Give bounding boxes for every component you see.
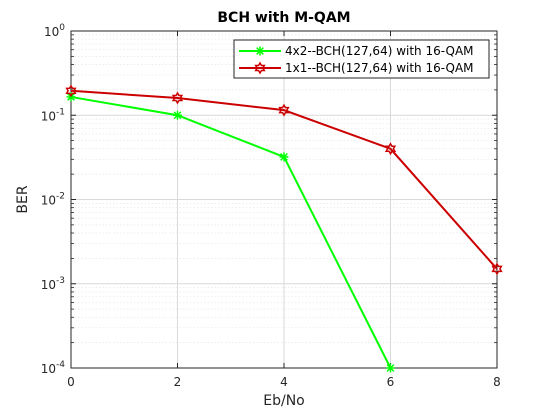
y-tick-base: 10 — [41, 194, 56, 208]
y-tick-base: 10 — [41, 278, 56, 292]
y-tick-label: 10-3 — [41, 276, 65, 292]
legend: 4x2--BCH(127,64) with 16-QAM 1x1--BCH(127… — [233, 39, 490, 79]
y-tick-label: 10-1 — [41, 107, 65, 123]
data-point — [386, 363, 395, 373]
x-tick-label: 2 — [174, 375, 182, 389]
data-point — [65, 84, 77, 98]
grid — [71, 31, 497, 368]
x-tick-label: 8 — [493, 375, 501, 389]
legend-marker — [255, 46, 265, 56]
data-point — [384, 142, 397, 156]
series — [65, 84, 503, 373]
y-tick-exponent: -2 — [56, 192, 65, 202]
y-tick-label: 10-4 — [41, 360, 66, 376]
series-line — [70, 89, 498, 270]
x-tick-label: 4 — [280, 375, 288, 389]
y-tick-label: 10-2 — [41, 192, 65, 208]
y-tick-exponent: -3 — [56, 276, 65, 286]
legend-item: 1x1--BCH(127,64) with 16-QAM — [239, 61, 474, 75]
series-line — [70, 95, 392, 369]
data-point — [279, 152, 289, 162]
x-tick-label: 0 — [67, 375, 75, 389]
y-tick-exponent: -4 — [56, 360, 65, 370]
series-1 — [66, 92, 395, 373]
data-point — [171, 91, 184, 105]
y-axis-label: BER — [15, 185, 31, 213]
legend-label: 1x1--BCH(127,64) with 16-QAM — [285, 61, 474, 75]
y-tick-label: 100 — [44, 23, 65, 39]
y-tick-base: 10 — [44, 25, 59, 39]
legend-item: 4x2--BCH(127,64) with 16-QAM — [239, 44, 474, 58]
y-tick-base: 10 — [41, 362, 56, 376]
data-point — [491, 262, 503, 276]
y-tick-exponent: 0 — [59, 23, 65, 33]
data-point — [173, 110, 182, 120]
legend-marker — [254, 61, 266, 75]
y-tick-base: 10 — [41, 109, 56, 123]
y-tick-exponent: -1 — [56, 107, 65, 117]
legend-label: 4x2--BCH(127,64) with 16-QAM — [285, 44, 474, 58]
x-tick-label: 6 — [387, 375, 395, 389]
chart-title: BCH with M-QAM — [217, 10, 350, 26]
legend-box — [233, 39, 490, 79]
data-point — [278, 103, 290, 117]
series-2 — [65, 84, 503, 276]
x-axis-label: Eb/No — [263, 393, 305, 409]
